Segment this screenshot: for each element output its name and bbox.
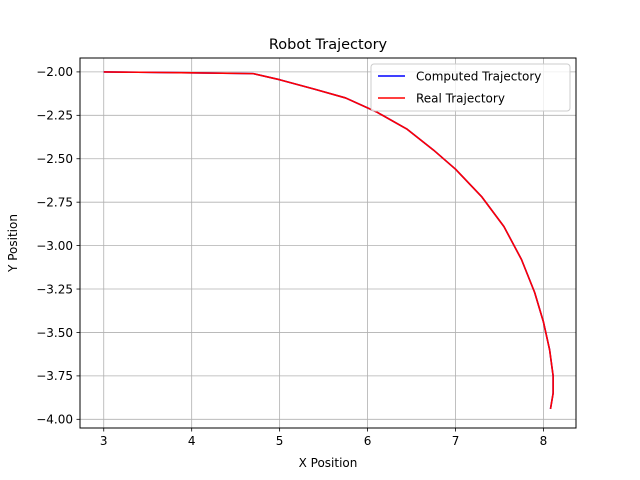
y-tick-label: −3.75 [36,369,73,383]
legend-label: Real Trajectory [416,91,505,105]
chart-title: Robot Trajectory [269,37,388,53]
y-tick-label: −2.75 [36,195,73,209]
x-tick-label: 6 [364,434,372,448]
series-lines [103,71,554,410]
x-axis-title: X Position [299,456,358,470]
x-tick-label: 3 [100,434,108,448]
y-tick-label: −2.25 [36,109,73,123]
series-line-computed [103,71,554,410]
x-tick-label: 8 [540,434,548,448]
grid-lines [80,58,576,428]
y-tick-label: −2.50 [36,152,73,166]
y-tick-label: −3.25 [36,282,73,296]
y-tick-label: −2.00 [36,65,73,79]
series-line-real [103,71,554,410]
plot-frame [79,57,577,429]
x-tick-label: 4 [188,434,196,448]
y-tick-label: −3.00 [36,239,73,253]
legend-box [370,63,571,112]
legend: Computed Trajectory Real Trajectory [370,63,571,112]
y-axis-title: Y Position [6,214,20,273]
x-tick-label: 7 [452,434,460,448]
legend-label: Computed Trajectory [416,69,541,83]
y-tick-label: −4.00 [36,413,73,427]
y-tick-label: −3.50 [36,326,73,340]
y-axis-ticks: −4.00 −3.75 −3.50 −3.25 −3.00 −2.75 −2.50 −2.25… [36,65,80,427]
x-tick-label: 5 [276,434,284,448]
x-axis-ticks: 3 4 5 6 7 8 [100,428,547,448]
